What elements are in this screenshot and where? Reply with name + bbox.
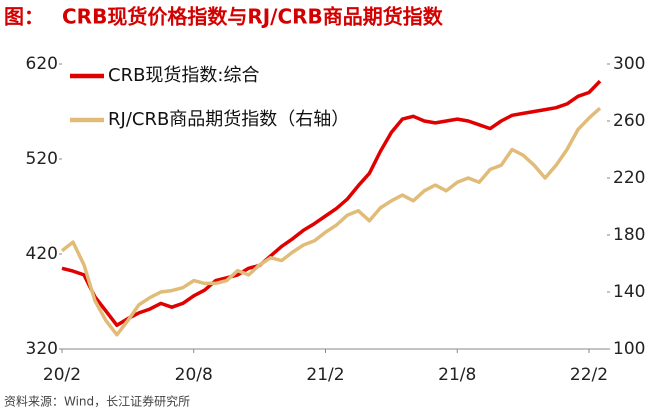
source-note: 资料来源：Wind，长江证券研究所 [4,394,190,409]
y-tick-label: 320 [26,339,58,359]
y-tick-label: 520 [26,149,58,169]
x-tick-label: 22/2 [570,365,608,385]
x-tick-label: 21/8 [438,365,476,385]
chart-title-prefix: 图： [4,5,44,29]
y2-tick-label: 300 [613,54,645,74]
data-line [60,106,602,337]
data-line [61,79,602,328]
legend-label: RJ/CRB商品期货指数（右轴） [108,109,349,130]
y-tick-label: 420 [26,244,58,264]
y2-tick-label: 140 [613,282,645,302]
y2-tick-label: 260 [613,111,645,131]
y-tick-label: 620 [26,54,58,74]
y2-tick-label: 220 [613,168,645,188]
y2-tick-label: 100 [613,339,645,359]
legend-label: CRB现货指数:综合 [108,65,260,86]
x-tick-label: 20/8 [175,365,213,385]
y2-tick-label: 180 [613,225,645,245]
x-tick-label: 21/2 [306,365,344,385]
x-tick-label: 20/2 [43,365,81,385]
chart-title: CRB现货价格指数与RJ/CRB商品期货指数 [62,5,444,29]
